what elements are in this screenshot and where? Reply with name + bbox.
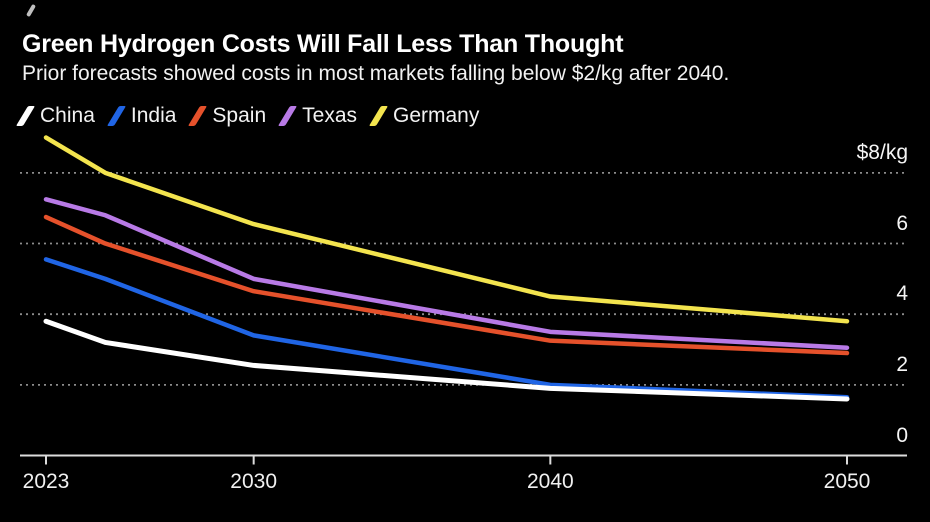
series-line-texas [43,197,850,350]
x-tick-label-2050: 2050 [823,470,871,493]
legend-label: India [130,104,177,127]
x-tick-label-2040: 2040 [526,470,574,493]
legend-item-germany: Germany [368,103,480,129]
series-line-china [43,318,850,402]
legend-item-china: China [15,103,95,129]
series-line-india [43,257,850,400]
chart-legend: China India Spain Texas Germany [15,103,497,129]
legend-item-spain: Spain [188,103,267,129]
y-tick-label-0: 0 [896,423,908,447]
x-tick-label-2023: 2023 [22,470,70,493]
legend-label: Spain [212,104,267,127]
x-tick-label-2030: 2030 [230,470,278,493]
legend-item-texas: Texas [278,103,357,129]
legend-label: Texas [302,104,357,127]
series-line-germany [43,135,850,324]
chart-subtitle: Prior forecasts showed costs in most mar… [22,62,730,85]
y-tick-label-8: $8/kg [856,140,908,164]
y-tick-label-4: 4 [896,282,908,306]
legend-item-india: India [106,103,177,129]
legend-label: Germany [393,104,480,127]
legend-label: China [40,104,95,127]
y-tick-label-6: 6 [896,211,908,235]
y-tick-label-2: 2 [896,352,908,376]
chart-title: Green Hydrogen Costs Will Fall Less Than… [22,30,624,58]
series-line-spain [43,214,850,356]
